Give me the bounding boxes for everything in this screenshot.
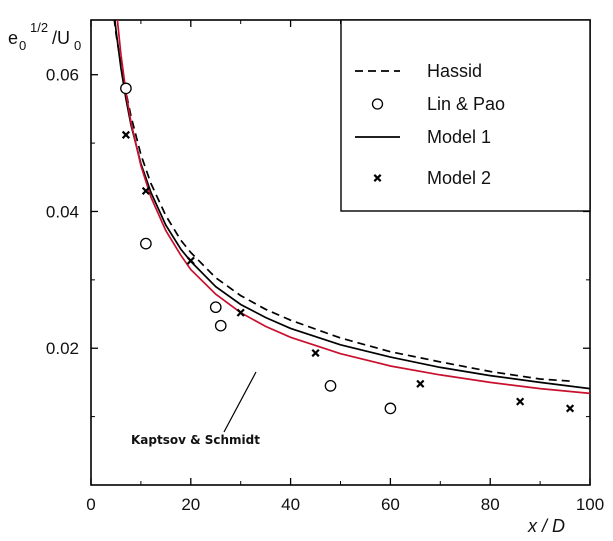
legend-label-lin-pao: Lin & Pao — [427, 94, 505, 114]
y-tick-label: 0.02 — [46, 339, 79, 358]
x-tick-label: 20 — [181, 495, 200, 514]
y-axis-title-sup: 1/2 — [30, 20, 48, 35]
y-tick-label: 0.04 — [46, 202, 79, 221]
series-lines — [113, 20, 590, 395]
y-axis-title-sub: 0 — [19, 38, 26, 53]
y-tick-label: 0.06 — [46, 66, 79, 85]
series-line-kaptsov-schmidt — [116, 20, 590, 395]
annotation-kaptsov-schmidt: Kaptsov & Schmidt — [131, 433, 260, 447]
y-axis-title: e 0 1/2 /U 0 — [8, 20, 81, 53]
legend: Hassid Lin & Pao Model 1 Model 2 — [355, 61, 505, 188]
annotation-leader-line — [223, 371, 257, 433]
y-axis-title-slash-u: /U — [52, 28, 70, 48]
x-tick-label: 60 — [381, 495, 400, 514]
x-tick-label: 100 — [576, 495, 604, 514]
point-lin-pao — [384, 402, 397, 415]
markers — [120, 82, 575, 415]
point-model-2 — [121, 130, 131, 139]
point-lin-pao — [214, 319, 227, 332]
point-lin-pao — [120, 82, 132, 95]
x-tick-label: 80 — [481, 495, 500, 514]
point-model-2 — [311, 348, 320, 358]
x-tick-label: 40 — [281, 495, 300, 514]
legend-box — [340, 19, 591, 212]
point-model-2 — [236, 308, 245, 317]
legend-swatch-model-2 — [373, 174, 382, 182]
point-model-2 — [416, 379, 425, 388]
point-lin-pao — [324, 379, 337, 392]
legend-label-hassid: Hassid — [427, 61, 482, 81]
legend-swatch-lin-pao — [371, 98, 384, 110]
tick-labels: 0 20 40 60 80 100 0.02 0.04 0.06 — [46, 66, 604, 514]
point-model-2 — [565, 404, 575, 413]
y-axis-title-sub2: 0 — [74, 38, 81, 53]
y-axis-title-base: e — [8, 28, 18, 48]
legend-label-model-1: Model 1 — [427, 127, 491, 147]
x-axis-title: x / D — [527, 516, 565, 536]
point-lin-pao — [209, 301, 222, 314]
point-model-2 — [141, 186, 150, 196]
x-tick-label: 0 — [86, 495, 95, 514]
point-model-2 — [516, 397, 525, 406]
series-line-model-1 — [114, 20, 590, 390]
point-lin-pao — [140, 237, 152, 250]
point-model-2 — [186, 256, 195, 265]
legend-label-model-2: Model 2 — [427, 168, 491, 188]
